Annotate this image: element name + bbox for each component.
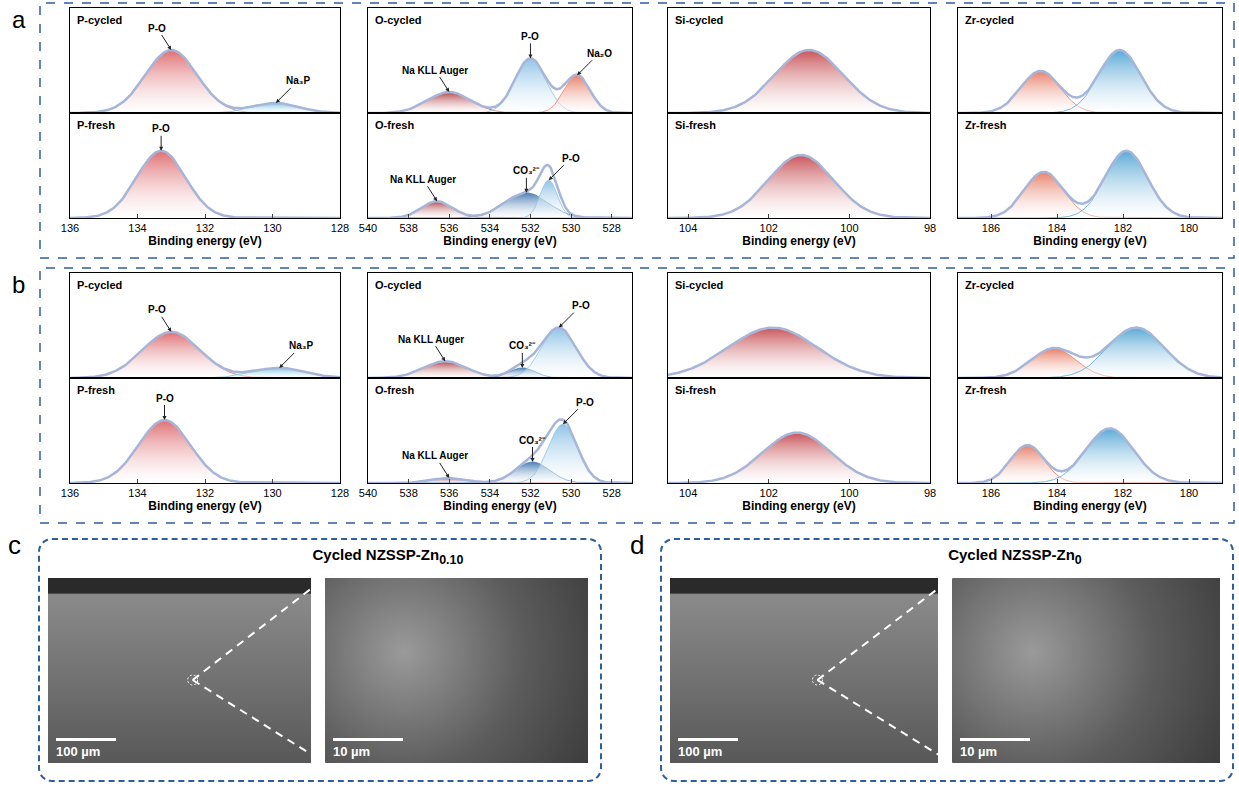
svg-text:132: 132 [196,222,214,234]
svg-text:Na₃P: Na₃P [289,340,313,351]
svg-text:Na KLL Auger: Na KLL Auger [402,450,468,461]
svg-text:530: 530 [562,487,580,499]
svg-text:186: 186 [982,487,1000,499]
svg-text:540: 540 [359,487,377,499]
svg-text:Na KLL Auger: Na KLL Auger [390,174,456,185]
html-text:Cycled NZSSP-Zn0.10: Cycled NZSSP-Zn0.10 [312,546,464,567]
svg-text:180: 180 [1180,222,1198,234]
svg-text:132: 132 [196,487,214,499]
svg-text:O-fresh: O-fresh [375,384,414,396]
html-text:100 µm: 100 µm [678,744,723,759]
svg-text:P-fresh: P-fresh [77,384,115,396]
svg-text:O-cycled: O-cycled [375,14,421,26]
svg-text:Binding energy (eV): Binding energy (eV) [1033,499,1146,513]
svg-text:Zr-cycled: Zr-cycled [965,279,1014,291]
svg-text:P-O: P-O [148,304,166,315]
svg-text:128: 128 [331,487,349,499]
svg-text:Na₂O: Na₂O [587,48,612,59]
svg-text:Na KLL Auger: Na KLL Auger [398,334,464,345]
svg-text:P-O: P-O [576,397,594,408]
svg-text:Binding energy (eV): Binding energy (eV) [443,234,556,248]
svg-text:536: 536 [440,487,458,499]
svg-text:P-O: P-O [562,153,580,164]
svg-text:Binding energy (eV): Binding energy (eV) [742,234,855,248]
svg-text:P-O: P-O [521,31,539,42]
svg-text:104: 104 [679,222,697,234]
svg-text:P-O: P-O [156,393,174,404]
svg-text:O-cycled: O-cycled [375,279,421,291]
html-text:c: c [8,530,21,560]
svg-text:134: 134 [128,487,146,499]
svg-text:528: 528 [603,487,621,499]
svg-text:Si-fresh: Si-fresh [675,384,716,396]
svg-text:186: 186 [982,222,1000,234]
svg-text:P-fresh: P-fresh [77,119,115,131]
svg-text:130: 130 [263,487,281,499]
svg-text:Binding energy (eV): Binding energy (eV) [148,234,261,248]
svg-text:538: 538 [399,487,417,499]
svg-text:540: 540 [359,222,377,234]
svg-text:102: 102 [760,487,778,499]
svg-text:Zr-fresh: Zr-fresh [965,384,1007,396]
svg-text:Zr-fresh: Zr-fresh [965,119,1007,131]
svg-text:136: 136 [61,222,79,234]
html-text:d: d [630,530,645,560]
svg-text:Si-fresh: Si-fresh [675,119,716,131]
svg-text:538: 538 [399,222,417,234]
svg-text:184: 184 [1048,222,1066,234]
svg-text:P-cycled: P-cycled [77,14,122,26]
svg-text:P-O: P-O [572,300,590,311]
svg-text:Na KLL Auger: Na KLL Auger [402,65,468,76]
svg-text:CO₃²⁻: CO₃²⁻ [509,340,536,351]
svg-text:128: 128 [331,222,349,234]
html-text:Cycled NZSSP-Zn0: Cycled NZSSP-Zn0 [948,546,1082,567]
svg-text:Binding energy (eV): Binding energy (eV) [148,499,261,513]
svg-text:180: 180 [1180,487,1198,499]
svg-text:530: 530 [562,222,580,234]
svg-text:532: 532 [521,222,539,234]
svg-text:b: b [12,271,25,298]
svg-text:534: 534 [481,222,499,234]
svg-text:182: 182 [1114,222,1132,234]
svg-text:Si-cycled: Si-cycled [675,279,723,291]
svg-text:CO₃²⁻: CO₃²⁻ [519,435,546,446]
svg-text:536: 536 [440,222,458,234]
html-text:10 µm: 10 µm [960,744,998,759]
svg-text:P-cycled: P-cycled [77,279,122,291]
svg-text:100: 100 [840,487,858,499]
svg-text:P-O: P-O [152,123,170,134]
svg-text:532: 532 [521,487,539,499]
svg-text:136: 136 [61,487,79,499]
svg-text:Binding energy (eV): Binding energy (eV) [1033,234,1146,248]
svg-text:134: 134 [128,222,146,234]
svg-text:528: 528 [603,222,621,234]
svg-text:Si-cycled: Si-cycled [675,14,723,26]
html-text:10 µm: 10 µm [333,744,371,759]
svg-text:104: 104 [679,487,697,499]
svg-text:Zr-cycled: Zr-cycled [965,14,1014,26]
svg-text:182: 182 [1114,487,1132,499]
svg-text:Binding energy (eV): Binding energy (eV) [742,499,855,513]
svg-text:98: 98 [924,487,936,499]
svg-text:Binding energy (eV): Binding energy (eV) [443,499,556,513]
svg-text:CO₃²⁻: CO₃²⁻ [513,165,540,176]
svg-text:100: 100 [840,222,858,234]
svg-text:184: 184 [1048,487,1066,499]
svg-text:534: 534 [481,487,499,499]
svg-text:P-O: P-O [148,23,166,34]
svg-text:O-fresh: O-fresh [375,119,414,131]
svg-text:102: 102 [760,222,778,234]
html-text:100 µm: 100 µm [56,744,101,759]
svg-text:130: 130 [263,222,281,234]
svg-text:Na₃P: Na₃P [286,75,310,86]
svg-text:a: a [12,6,26,33]
svg-text:98: 98 [924,222,936,234]
